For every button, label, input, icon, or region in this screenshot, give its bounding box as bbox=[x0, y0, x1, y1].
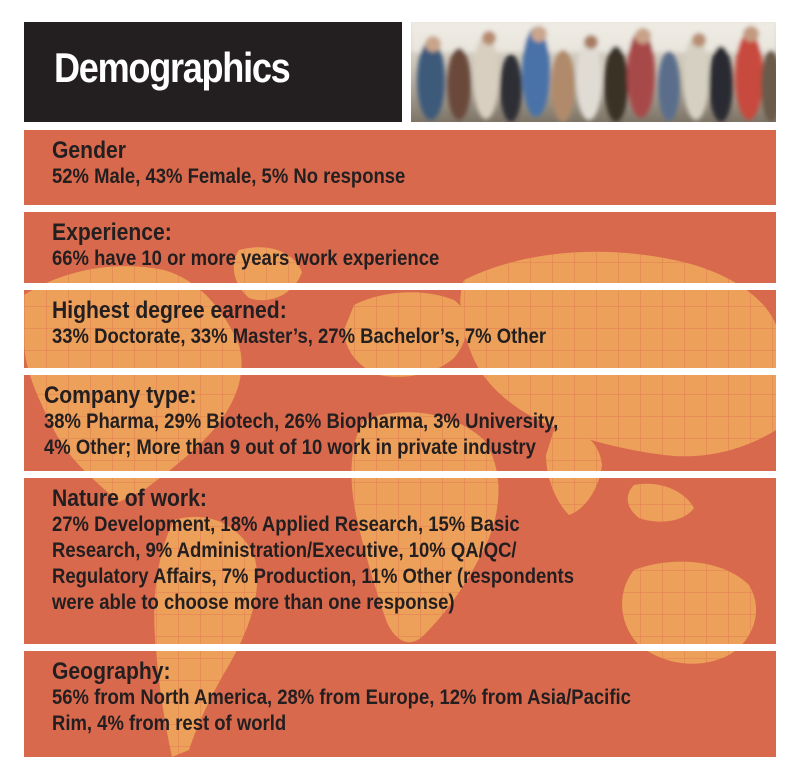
divider bbox=[24, 644, 776, 651]
page-title: Demographics bbox=[54, 44, 291, 91]
section-value: 52% Male, 43% Female, 5% No response bbox=[52, 165, 406, 188]
section-company-type: Company type: 38% Pharma, 29% Biotech, 2… bbox=[24, 375, 776, 471]
world-map-background bbox=[24, 130, 776, 757]
crowd-photo-image bbox=[411, 22, 776, 122]
divider bbox=[24, 283, 776, 290]
section-gender: Gender 52% Male, 43% Female, 5% No respo… bbox=[24, 130, 776, 205]
divider bbox=[24, 368, 776, 375]
section-value: 66% have 10 or more years work experienc… bbox=[52, 247, 440, 270]
section-label: Company type: bbox=[44, 382, 197, 409]
section-highest-degree: Highest degree earned: 33% Doctorate, 33… bbox=[24, 290, 776, 368]
section-value: 38% Pharma, 29% Biotech, 26% Biopharma, … bbox=[44, 410, 559, 459]
section-experience: Experience: 66% have 10 or more years wo… bbox=[24, 212, 776, 283]
section-nature-of-work: Nature of work: 27% Development, 18% App… bbox=[24, 478, 776, 644]
section-label: Highest degree earned: bbox=[52, 297, 287, 324]
crowd-photo bbox=[411, 22, 776, 122]
world-map-image bbox=[24, 130, 776, 757]
section-value: 56% from North America, 28% from Europe,… bbox=[52, 686, 631, 735]
section-label: Nature of work: bbox=[52, 485, 207, 512]
section-geography: Geography: 56% from North America, 28% f… bbox=[24, 651, 776, 757]
section-label: Geography: bbox=[52, 658, 171, 685]
divider bbox=[24, 205, 776, 212]
section-label: Experience: bbox=[52, 219, 172, 246]
divider bbox=[24, 122, 776, 129]
header-banner: Demographics bbox=[24, 22, 402, 122]
divider bbox=[24, 471, 776, 478]
section-value: 27% Development, 18% Applied Research, 1… bbox=[52, 513, 574, 614]
section-value: 33% Doctorate, 33% Master’s, 27% Bachelo… bbox=[52, 325, 547, 348]
section-label: Gender bbox=[52, 137, 126, 164]
